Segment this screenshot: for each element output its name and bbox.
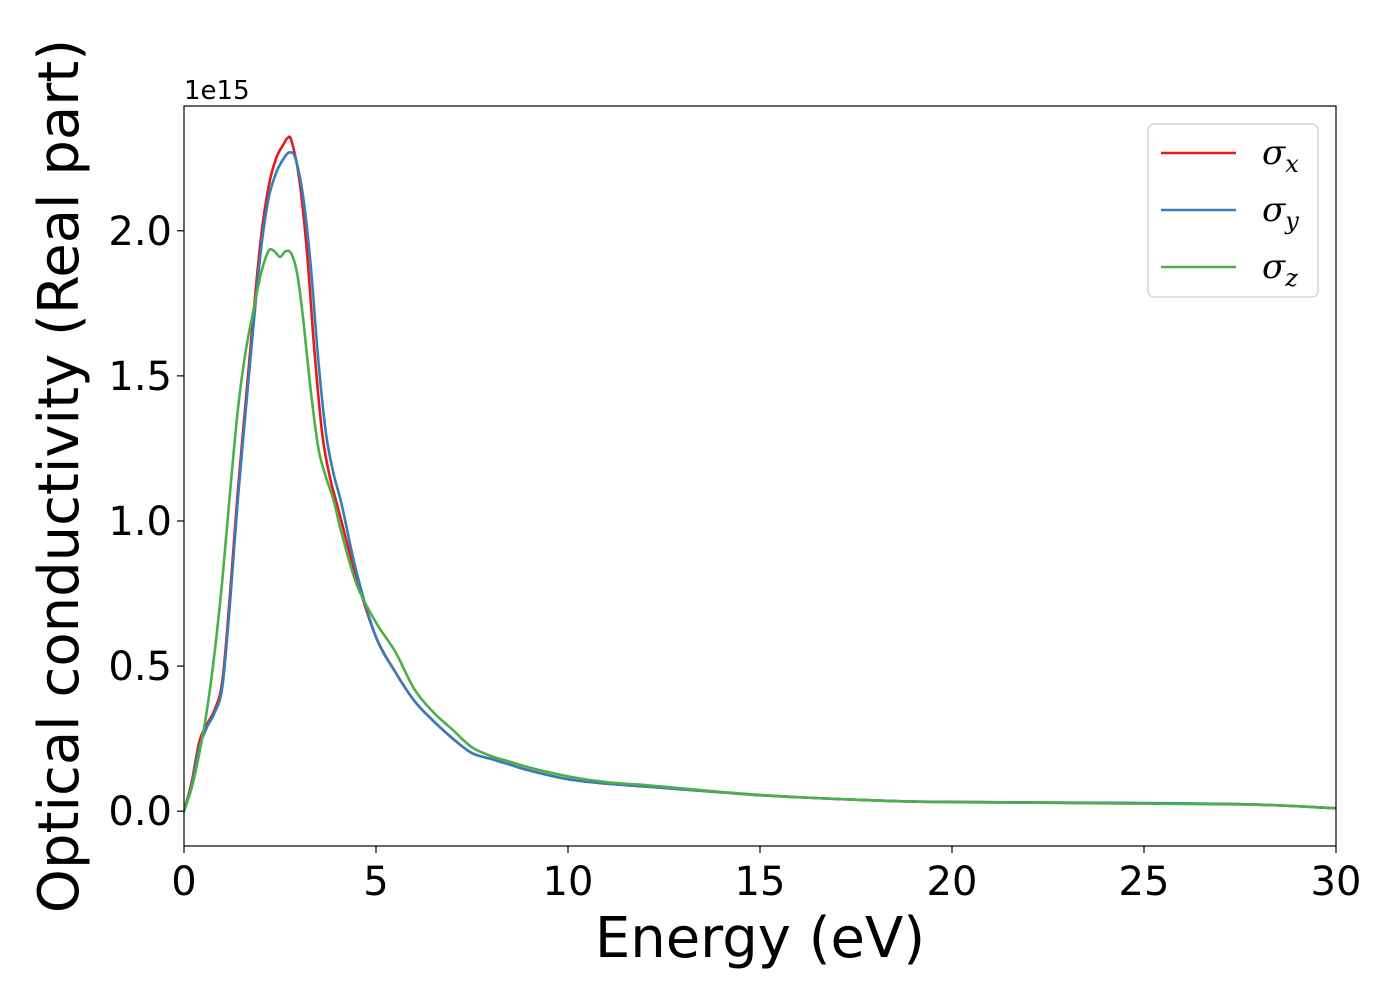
x-axis-label: Energy (eV) — [595, 906, 925, 971]
legend-subscript: x — [1285, 150, 1299, 178]
y-tick-label: 0.5 — [108, 644, 172, 690]
y-axis-label: Optical conductivity (Real part) — [27, 39, 92, 913]
legend-symbol: σ — [1262, 190, 1286, 230]
legend-label-z: σz — [1262, 247, 1298, 292]
y-tick-label: 1.0 — [108, 499, 172, 545]
y-axis-ticks: 0.0 0.5 1.0 1.5 2.0 — [108, 209, 184, 835]
legend-subscript: y — [1284, 207, 1299, 235]
x-tick-label: 0 — [171, 859, 196, 905]
y-tick-label: 1.5 — [108, 354, 172, 400]
x-tick-label: 20 — [927, 859, 978, 905]
series-line-z — [184, 247, 1336, 813]
x-tick-label: 30 — [1311, 859, 1362, 905]
x-tick-label: 10 — [543, 859, 594, 905]
series-layer — [184, 135, 1336, 813]
legend-subscript: z — [1284, 264, 1298, 292]
legend-label-x: σx — [1262, 133, 1299, 178]
legend-label-y: σy — [1262, 190, 1299, 235]
x-axis-ticks: 0 5 10 15 20 25 30 — [171, 846, 1361, 905]
x-tick-label: 25 — [1119, 859, 1170, 905]
x-tick-label: 5 — [363, 859, 388, 905]
y-offset-label: 1e15 — [184, 76, 250, 106]
y-tick-label: 0.0 — [108, 789, 172, 835]
x-tick-label: 15 — [735, 859, 786, 905]
legend-symbol: σ — [1262, 133, 1286, 173]
y-tick-label: 2.0 — [108, 209, 172, 255]
legend-symbol: σ — [1262, 247, 1286, 287]
